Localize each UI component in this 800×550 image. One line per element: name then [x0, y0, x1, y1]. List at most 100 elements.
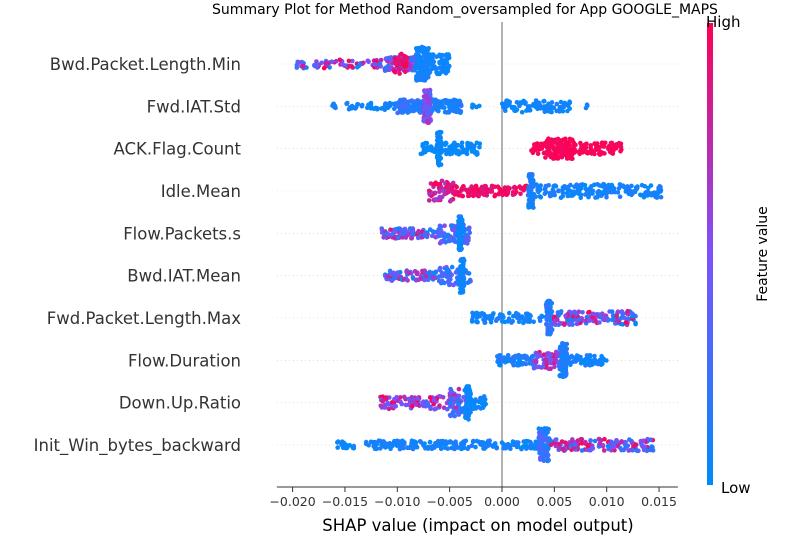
data-point — [461, 186, 467, 192]
data-point — [443, 99, 448, 105]
data-point — [456, 412, 462, 417]
feature-points-row — [495, 341, 609, 380]
data-point — [501, 442, 507, 447]
data-point — [366, 443, 372, 448]
data-point — [592, 151, 597, 157]
data-point — [442, 223, 447, 228]
data-point — [565, 141, 571, 147]
data-point — [359, 102, 365, 108]
data-point — [426, 97, 432, 102]
data-point — [576, 354, 581, 359]
data-point — [344, 445, 349, 451]
data-point — [505, 103, 510, 108]
data-point — [604, 195, 609, 200]
data-point — [301, 64, 306, 69]
data-point — [588, 353, 593, 359]
data-point — [440, 188, 446, 193]
data-point — [538, 183, 543, 188]
data-point — [453, 103, 459, 109]
data-point — [456, 401, 461, 407]
x-tick-label: −0.010 — [374, 494, 420, 509]
data-point — [387, 66, 393, 71]
data-point — [543, 189, 549, 195]
data-point — [431, 97, 436, 103]
data-point — [568, 147, 574, 152]
data-point — [429, 144, 434, 150]
data-point — [505, 185, 511, 190]
data-point — [435, 182, 440, 187]
data-point — [448, 106, 453, 111]
data-point — [437, 131, 443, 136]
data-point — [520, 444, 526, 449]
data-point — [386, 406, 392, 412]
feature-label: Flow.Duration — [128, 351, 241, 370]
data-point — [618, 141, 624, 147]
data-point — [582, 148, 588, 154]
data-point — [553, 356, 558, 362]
data-point — [584, 314, 590, 320]
data-point — [415, 396, 421, 401]
data-point — [551, 105, 557, 110]
data-point — [651, 192, 657, 198]
data-point — [451, 282, 456, 288]
data-point — [425, 119, 430, 124]
data-point — [413, 46, 419, 51]
data-point — [507, 310, 512, 316]
data-point — [548, 360, 553, 366]
data-point — [448, 197, 454, 203]
data-point — [468, 400, 473, 405]
data-point — [626, 190, 631, 195]
data-point — [452, 140, 457, 146]
data-point — [393, 228, 398, 234]
data-point — [377, 61, 383, 67]
data-point — [335, 445, 341, 450]
data-point — [384, 395, 389, 400]
data-point — [560, 109, 566, 114]
data-point — [410, 404, 415, 409]
data-point — [543, 143, 548, 149]
data-point — [460, 261, 466, 266]
data-point — [527, 104, 532, 109]
data-point — [616, 186, 622, 191]
data-point — [399, 58, 405, 63]
data-point — [427, 60, 432, 65]
data-point — [427, 439, 433, 445]
data-point — [347, 63, 352, 69]
data-point — [579, 441, 584, 446]
data-point — [474, 310, 480, 316]
data-point — [532, 182, 538, 187]
data-point — [444, 55, 449, 60]
data-point — [337, 57, 343, 63]
data-point — [648, 437, 653, 443]
data-point — [579, 448, 585, 453]
data-point — [345, 100, 350, 106]
data-point — [321, 65, 327, 71]
data-point — [559, 368, 565, 373]
data-point — [582, 182, 588, 188]
data-point — [409, 235, 414, 241]
data-point — [597, 320, 602, 325]
data-point — [615, 309, 621, 315]
data-point — [427, 227, 433, 232]
data-point — [611, 444, 617, 449]
data-point — [505, 443, 510, 448]
data-point — [516, 319, 522, 325]
data-point — [546, 183, 551, 188]
data-point — [442, 109, 448, 115]
data-point — [512, 108, 517, 113]
data-point — [521, 186, 527, 191]
data-point — [548, 357, 554, 362]
data-point — [503, 357, 509, 363]
data-point — [578, 195, 583, 200]
data-point — [498, 353, 503, 358]
data-point — [405, 55, 410, 61]
data-point — [346, 58, 352, 64]
data-point — [578, 358, 584, 363]
data-point — [538, 455, 543, 461]
data-point — [459, 446, 464, 452]
data-point — [568, 193, 574, 198]
data-point — [546, 107, 551, 112]
data-point — [467, 230, 473, 236]
colorbar-low-label: Low — [721, 479, 751, 497]
data-point — [329, 59, 335, 64]
